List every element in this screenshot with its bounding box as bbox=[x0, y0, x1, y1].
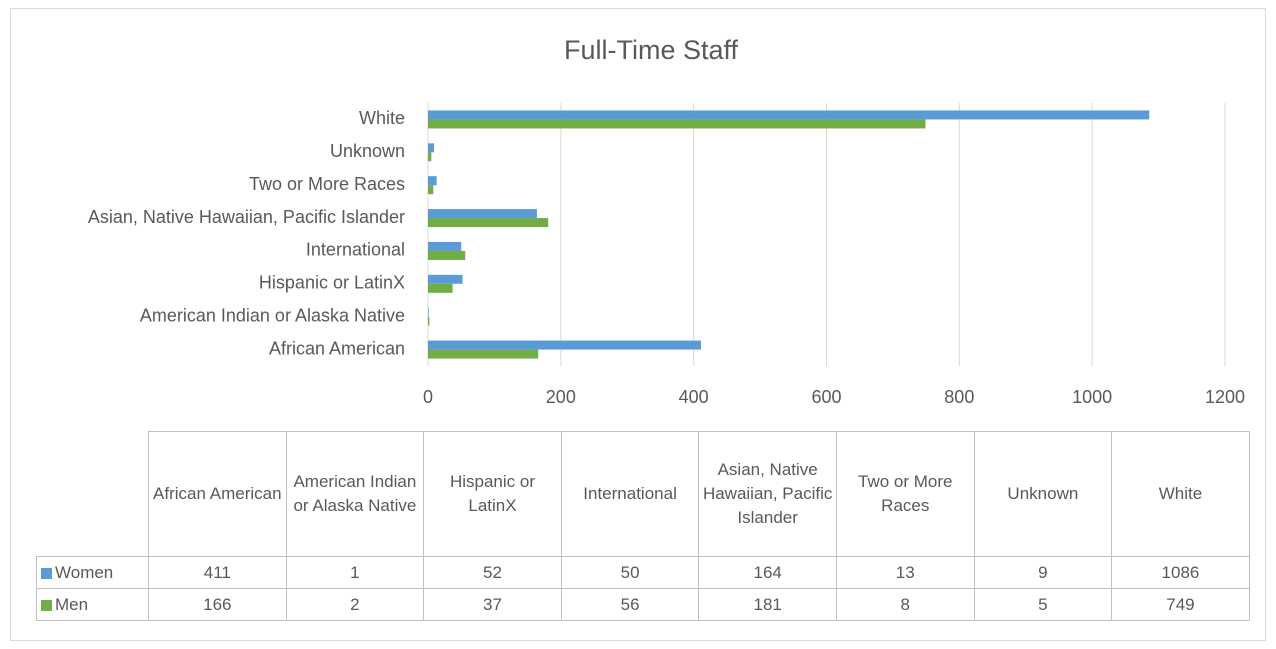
legend-label: Women bbox=[55, 562, 114, 582]
legend-key bbox=[41, 599, 52, 611]
y-tick-label: Asian, Native Hawaiian, Pacific Islander bbox=[88, 207, 405, 227]
value-cell: 9 bbox=[973, 556, 1113, 589]
header-cell: Hispanic or LatinX bbox=[423, 431, 562, 557]
header-cell: International bbox=[560, 431, 700, 557]
bar bbox=[428, 307, 429, 317]
value-cell: 1 bbox=[285, 556, 425, 589]
y-tick-label: Hispanic or LatinX bbox=[259, 273, 405, 293]
bar bbox=[428, 241, 462, 251]
x-tick-label: 800 bbox=[944, 387, 974, 407]
x-tick-label: 1200 bbox=[1205, 387, 1245, 407]
x-tick-label: 600 bbox=[811, 387, 841, 407]
value-cell: 56 bbox=[560, 588, 700, 621]
legend-key bbox=[41, 567, 52, 579]
bar bbox=[428, 119, 926, 129]
header-row: African American American Indian or Alask… bbox=[36, 431, 1250, 557]
value-cell: 37 bbox=[423, 588, 562, 621]
value-cell: 181 bbox=[698, 588, 837, 621]
legend-label: Men bbox=[55, 594, 89, 614]
value-cell: 8 bbox=[835, 588, 975, 621]
bar bbox=[428, 176, 437, 186]
value-cell: 411 bbox=[148, 556, 287, 589]
header-cell: American Indian or Alaska Native bbox=[285, 431, 425, 557]
x-tick-label: 200 bbox=[546, 387, 576, 407]
value-cell: 2 bbox=[285, 588, 425, 621]
x-tick-label: 1000 bbox=[1072, 387, 1112, 407]
x-tick-label: 0 bbox=[423, 387, 433, 407]
value-cell: 164 bbox=[698, 556, 837, 589]
data-row: Women 411 1 52 50 164 13 9 1086 bbox=[36, 556, 1250, 589]
value-cell: 50 bbox=[560, 556, 700, 589]
bar bbox=[428, 349, 539, 359]
y-tick-label: African American bbox=[269, 338, 405, 358]
bar bbox=[428, 274, 463, 284]
legend-cell: Women bbox=[36, 556, 149, 589]
y-tick-label: Unknown bbox=[330, 141, 405, 161]
x-tick-label: 400 bbox=[679, 387, 709, 407]
chart-title: Full-Time Staff bbox=[564, 35, 739, 65]
bar bbox=[428, 110, 1150, 120]
blank-cell bbox=[36, 431, 149, 557]
value-cell: 5 bbox=[973, 588, 1113, 621]
data-table: African American American Indian or Alask… bbox=[36, 431, 1250, 621]
y-tick-label: American Indian or Alaska Native bbox=[140, 305, 405, 325]
y-tick-label: White bbox=[359, 108, 405, 128]
bar bbox=[428, 340, 701, 350]
header-cell: Asian, Native Hawaiian, Pacific Islander bbox=[698, 431, 837, 557]
value-cell: 52 bbox=[423, 556, 562, 589]
bar bbox=[428, 316, 430, 326]
bar bbox=[428, 152, 432, 162]
header-cell: Unknown bbox=[973, 431, 1113, 557]
value-cell: 166 bbox=[148, 588, 287, 621]
header-cell: Two or More Races bbox=[835, 431, 975, 557]
bar bbox=[428, 218, 549, 228]
y-tick-label: International bbox=[306, 240, 405, 260]
header-cell: African American bbox=[148, 431, 287, 557]
data-row: Men 166 2 37 56 181 8 5 749 bbox=[36, 588, 1250, 621]
header-cell: White bbox=[1111, 431, 1250, 557]
legend-cell: Men bbox=[36, 588, 149, 621]
bar bbox=[428, 209, 537, 219]
value-cell: 13 bbox=[835, 556, 975, 589]
bar bbox=[428, 143, 434, 153]
bar bbox=[428, 185, 434, 195]
bar bbox=[428, 250, 466, 260]
bar bbox=[428, 283, 453, 293]
y-tick-label: Two or More Races bbox=[249, 174, 405, 194]
value-cell: 749 bbox=[1111, 588, 1250, 621]
value-cell: 1086 bbox=[1111, 556, 1250, 589]
